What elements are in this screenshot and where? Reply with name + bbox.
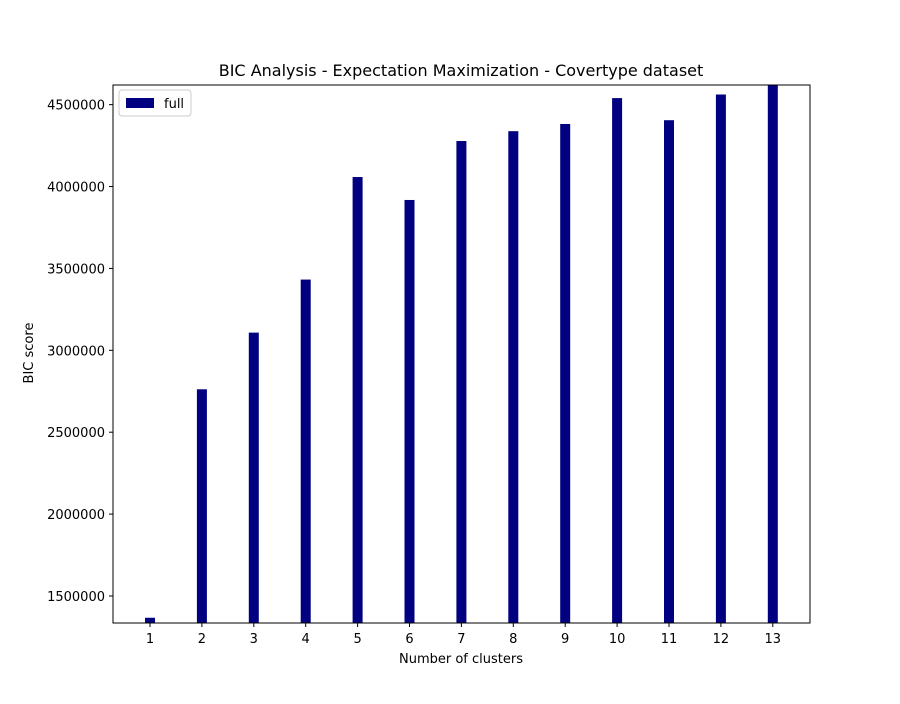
bar-11 bbox=[664, 120, 674, 623]
bar-13 bbox=[767, 85, 778, 623]
x-tick-label-6: 6 bbox=[405, 632, 413, 647]
x-tick-label-10: 10 bbox=[609, 632, 626, 647]
bar-9 bbox=[560, 123, 571, 623]
bar-6 bbox=[404, 199, 415, 624]
y-tick-label-3000000: 3000000 bbox=[47, 344, 105, 359]
axes-layer: 1 2 3 4 5 6 7 8 9 10 11 12 1315000002000000250000030… bbox=[47, 84, 811, 647]
x-tick-label-5: 5 bbox=[353, 632, 361, 647]
legend-swatch-full bbox=[126, 98, 154, 108]
bar-5 bbox=[352, 177, 363, 624]
bar-10 bbox=[612, 98, 623, 623]
x-tick-label-8: 8 bbox=[509, 632, 517, 647]
x-tick-label-1: 1 bbox=[146, 632, 154, 647]
x-tick-label-12: 12 bbox=[713, 632, 730, 647]
bar-4 bbox=[300, 279, 311, 623]
x-tick-label-13: 13 bbox=[765, 632, 782, 647]
x-tick-label-9: 9 bbox=[561, 632, 569, 647]
x-tick-label-2: 2 bbox=[198, 632, 206, 647]
bar-2 bbox=[196, 389, 207, 623]
y-tick-label-2000000: 2000000 bbox=[47, 508, 105, 523]
x-tick-label-7: 7 bbox=[457, 632, 465, 647]
bar-1 bbox=[145, 617, 155, 623]
x-tick-label-3: 3 bbox=[250, 632, 258, 647]
y-axis-label: BIC score bbox=[22, 323, 37, 384]
legend: full bbox=[118, 89, 192, 117]
x-tick-label-11: 11 bbox=[661, 632, 678, 647]
x-tick-label-4: 4 bbox=[302, 632, 310, 647]
bars-layer bbox=[145, 85, 778, 624]
bar-3 bbox=[248, 332, 259, 623]
y-tick-label-4500000: 4500000 bbox=[47, 99, 105, 114]
legend-label-full: full bbox=[164, 97, 184, 112]
x-axis-label: Number of clusters bbox=[399, 652, 523, 667]
y-tick-label-1500000: 1500000 bbox=[47, 590, 105, 605]
bar-8 bbox=[508, 131, 519, 623]
chart-title: BIC Analysis - Expectation Maximization … bbox=[219, 61, 704, 80]
bar-12 bbox=[715, 94, 726, 624]
legend-frame bbox=[118, 89, 192, 117]
y-tick-label-3500000: 3500000 bbox=[47, 262, 105, 277]
y-tick-label-4000000: 4000000 bbox=[47, 181, 105, 196]
bar-7 bbox=[456, 141, 467, 623]
y-tick-label-2500000: 2500000 bbox=[47, 426, 105, 441]
